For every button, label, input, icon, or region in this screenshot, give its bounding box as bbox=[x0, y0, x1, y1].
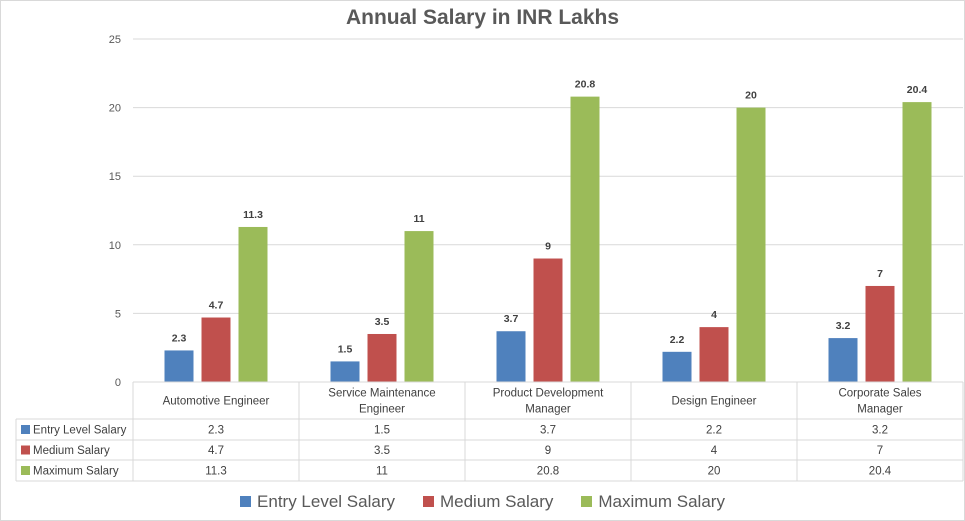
data-label: 20.8 bbox=[575, 79, 596, 91]
table-cell: 3.2 bbox=[872, 425, 888, 437]
category-label: Design Engineer bbox=[671, 396, 756, 408]
data-label: 11.3 bbox=[243, 209, 263, 221]
bar bbox=[404, 231, 434, 382]
data-label: 3.7 bbox=[504, 313, 519, 325]
table-cell: 4.7 bbox=[208, 445, 224, 457]
legend-key-swatch bbox=[21, 425, 30, 434]
data-label: 9 bbox=[545, 241, 551, 253]
data-label: 1.5 bbox=[338, 343, 353, 355]
category-label: Manager bbox=[525, 404, 571, 416]
category-label: Manager bbox=[857, 404, 903, 416]
data-label: 4.7 bbox=[209, 300, 224, 312]
bar bbox=[865, 285, 895, 382]
legend-label: Medium Salary bbox=[439, 492, 554, 511]
data-label: 11 bbox=[413, 213, 424, 225]
legend-key-swatch bbox=[21, 466, 30, 475]
category-label: Engineer bbox=[359, 404, 405, 416]
data-label: 2.3 bbox=[172, 332, 187, 344]
legend-swatch bbox=[240, 496, 252, 507]
legend-item: Entry Level Salary bbox=[240, 492, 395, 512]
table-series-name: Entry Level Salary bbox=[33, 425, 127, 437]
category-label: Product Development bbox=[493, 388, 604, 400]
legend-item: Maximum Salary bbox=[581, 492, 725, 512]
data-label: 2.2 bbox=[670, 334, 685, 346]
bar bbox=[330, 361, 360, 382]
legend-key-swatch bbox=[21, 445, 30, 455]
table-cell: 3.5 bbox=[374, 445, 390, 457]
table-cell: 20.4 bbox=[869, 466, 892, 478]
table-cell: 7 bbox=[877, 445, 883, 457]
data-label: 20.4 bbox=[907, 84, 928, 96]
table-cell: 20 bbox=[708, 466, 721, 478]
bar bbox=[662, 351, 692, 382]
bar bbox=[367, 333, 397, 382]
y-tick-label: 15 bbox=[109, 171, 121, 183]
data-label: 20 bbox=[745, 90, 757, 102]
data-label: 4 bbox=[711, 309, 717, 321]
bar bbox=[699, 327, 729, 382]
table-cell: 11 bbox=[376, 466, 388, 478]
data-label: 3.5 bbox=[375, 316, 390, 328]
bar bbox=[533, 258, 563, 382]
data-label: 3.2 bbox=[836, 320, 851, 332]
y-tick-label: 10 bbox=[109, 240, 121, 252]
legend-label: Maximum Salary bbox=[598, 492, 725, 511]
bar bbox=[201, 317, 231, 382]
chart-title: Annual Salary in INR Lakhs bbox=[345, 6, 620, 29]
table-cell: 2.2 bbox=[706, 425, 722, 437]
bar bbox=[828, 338, 858, 382]
bar bbox=[496, 331, 526, 382]
category-label: Automotive Engineer bbox=[163, 396, 270, 408]
bar bbox=[736, 107, 766, 382]
table-cell: 20.8 bbox=[537, 466, 559, 478]
y-tick-label: 5 bbox=[115, 308, 121, 320]
y-tick-label: 0 bbox=[115, 377, 121, 389]
table-series-name: Medium Salary bbox=[33, 445, 110, 457]
table-series-name: Maximum Salary bbox=[33, 466, 119, 478]
y-tick-label: 20 bbox=[109, 103, 121, 115]
table-cell: 11.3 bbox=[205, 466, 227, 478]
category-label: Corporate Sales bbox=[838, 388, 921, 400]
y-tick-label: 25 bbox=[109, 34, 121, 46]
legend-swatch bbox=[581, 496, 593, 507]
legend-item: Medium Salary bbox=[422, 492, 554, 512]
bar bbox=[164, 350, 194, 382]
data-label: 7 bbox=[877, 268, 883, 280]
bar bbox=[570, 96, 600, 383]
table-cell: 1.5 bbox=[374, 425, 390, 437]
table-cell: 3.7 bbox=[540, 425, 556, 437]
legend-swatch bbox=[422, 496, 434, 507]
legend-label: Entry Level Salary bbox=[257, 492, 395, 511]
bar bbox=[238, 226, 268, 382]
bar bbox=[902, 102, 932, 382]
table-cell: 9 bbox=[545, 445, 551, 457]
table-cell: 4 bbox=[711, 445, 718, 457]
legend: Entry Level Salary Medium Salary Maximum S… bbox=[0, 492, 965, 512]
category-label: Service Maintenance bbox=[328, 388, 435, 400]
table-cell: 2.3 bbox=[208, 425, 224, 437]
